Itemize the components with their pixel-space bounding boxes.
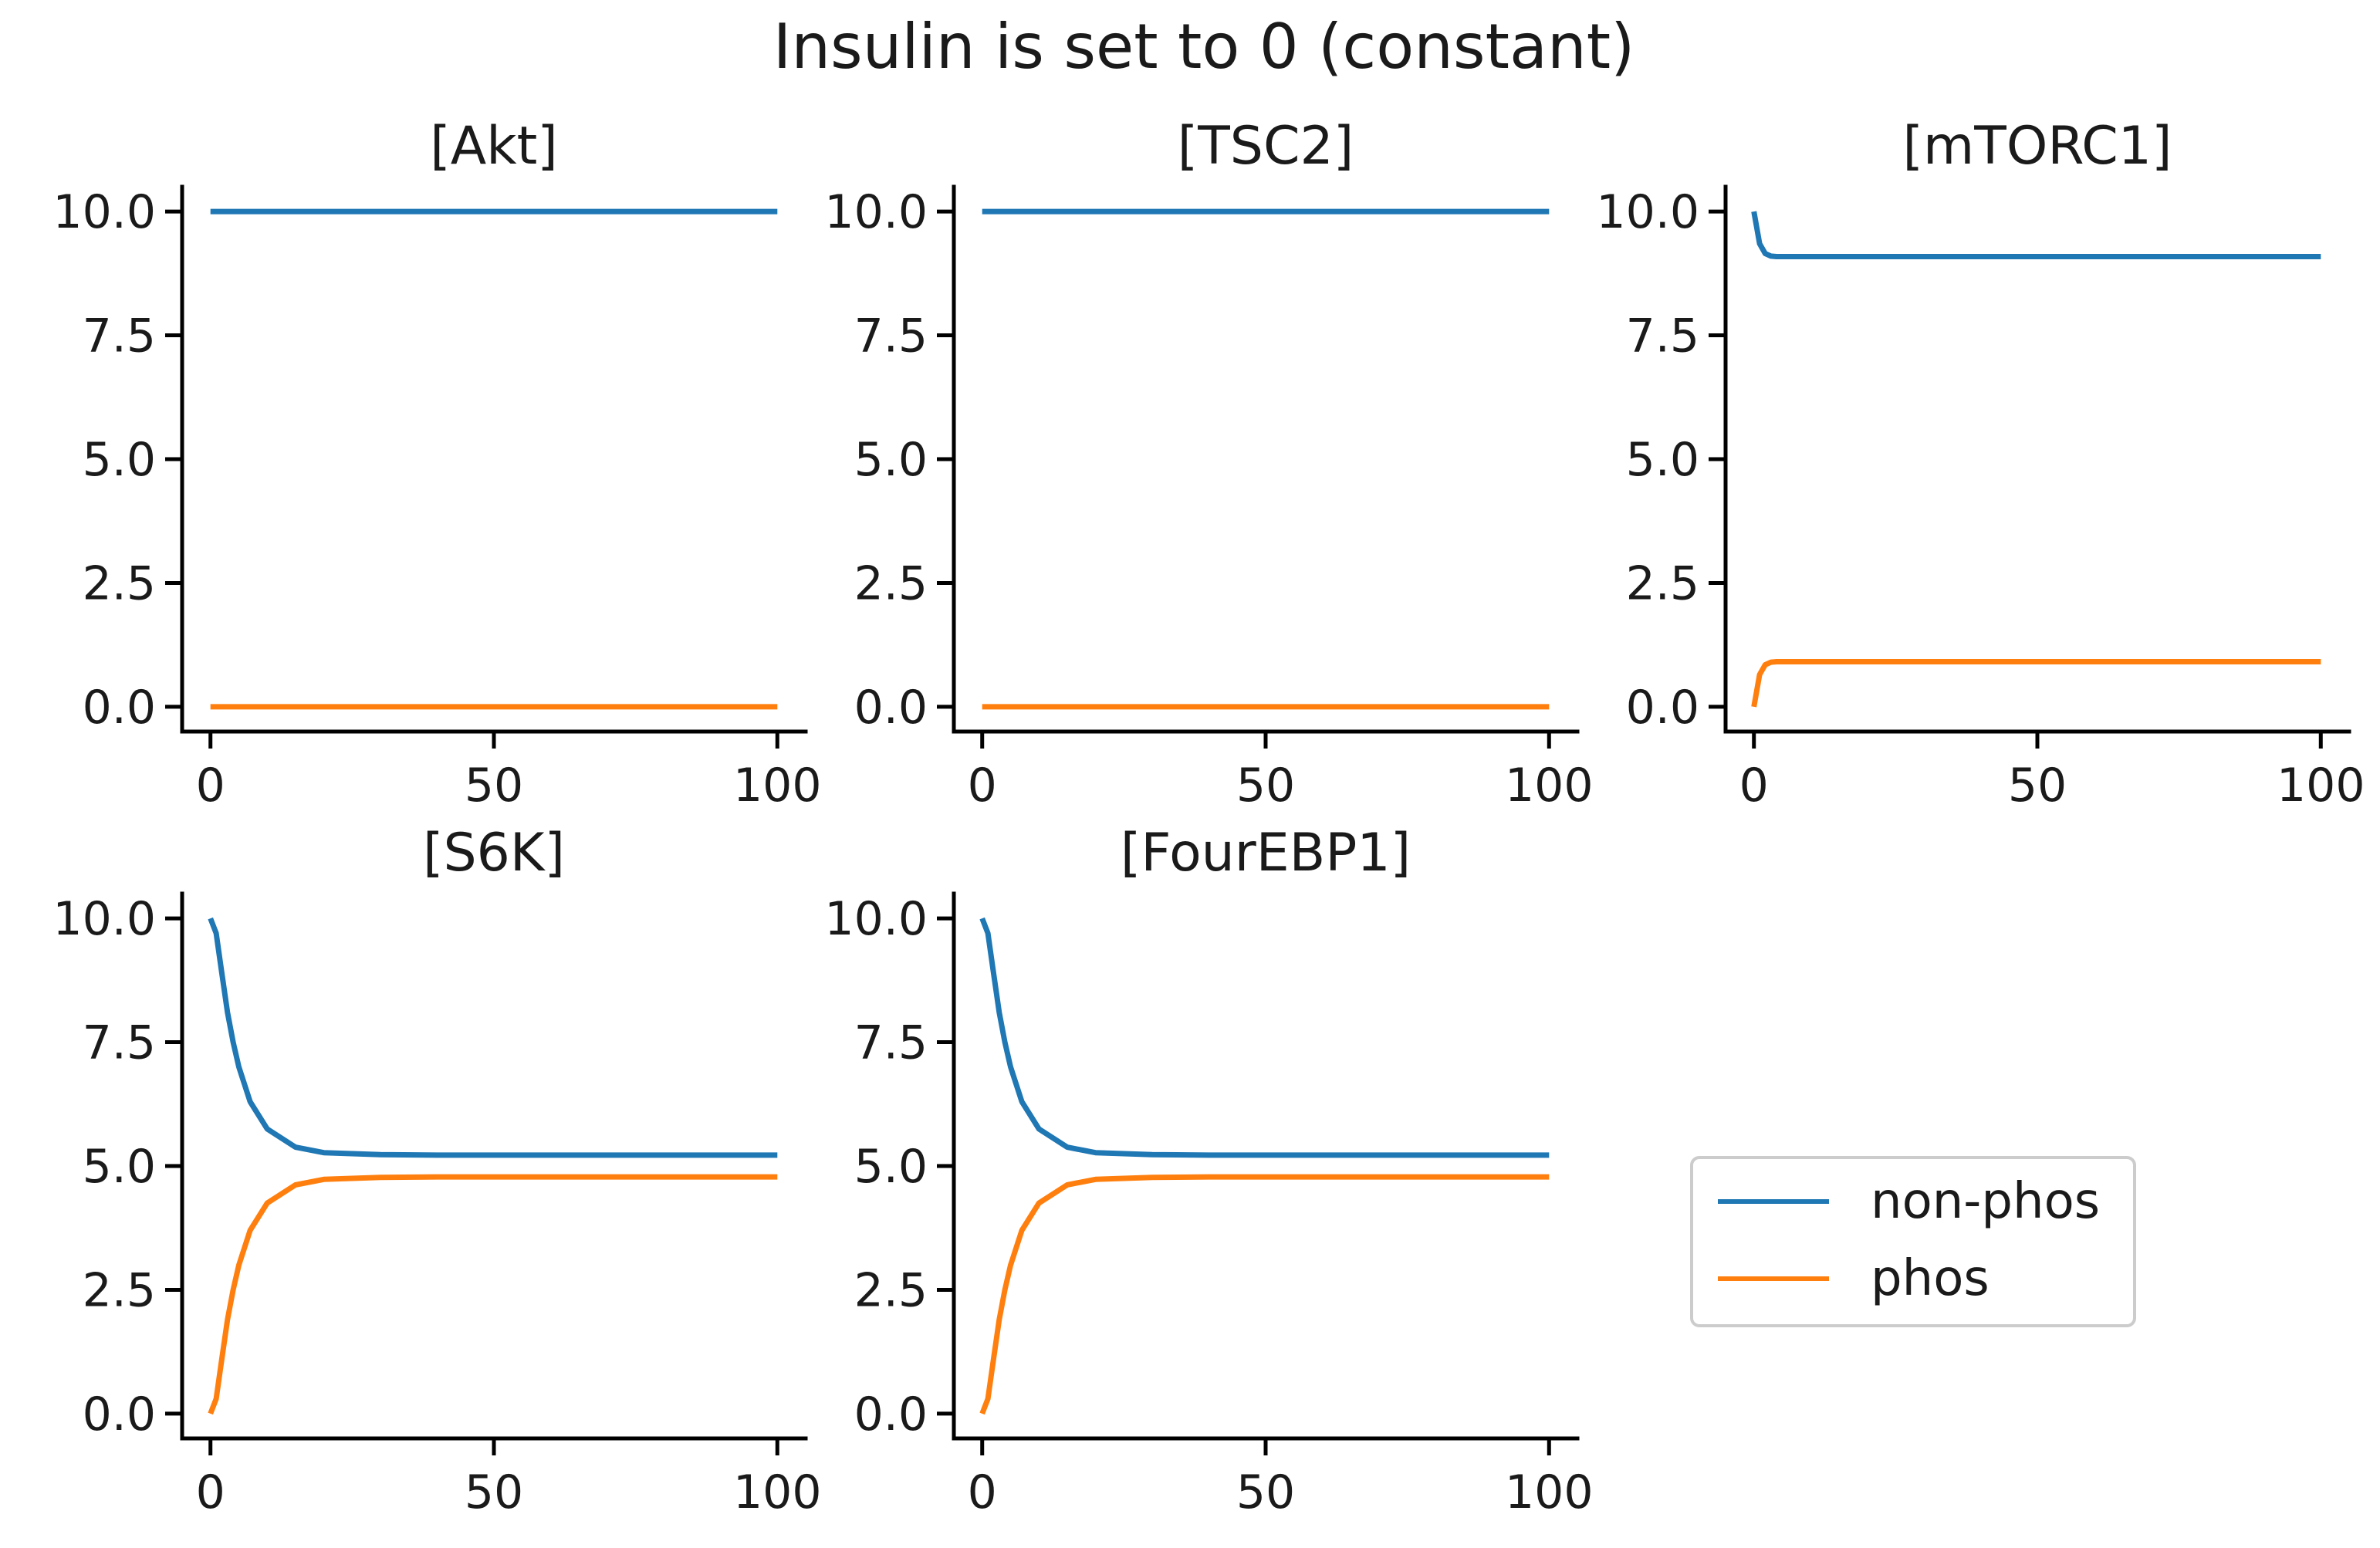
y-tick-label: 7.5 — [1626, 309, 1699, 363]
x-tick-label: 0 — [1739, 759, 1769, 813]
y-tick-label: 5.0 — [83, 433, 156, 487]
x-tick-label: 100 — [733, 1465, 822, 1519]
y-tick-label: 0.0 — [1626, 681, 1699, 735]
subplot-tsc2: [TSC2] 0.0 2.5 5.0 7.5 10.0 0 50 100 — [824, 116, 1593, 813]
y-tick-label: 0.0 — [854, 681, 928, 735]
series-line-phos — [1751, 659, 2321, 708]
subplot-mtorc1: [mTORC1] 0.0 2.5 5.0 7.5 10.0 0 50 100 — [1596, 116, 2365, 813]
x-tick-label: 100 — [733, 759, 822, 813]
x-tick-label: 100 — [1505, 1465, 1594, 1519]
x-tick-label: 50 — [1236, 759, 1295, 813]
subplot-title: [Akt] — [430, 116, 558, 177]
subplot-fourebp1: [FourEBP1] 0.0 2.5 5.0 7.5 10.0 0 50 100 — [824, 823, 1593, 1519]
subplot-s6k: [S6K] 0.0 2.5 5.0 7.5 10.0 0 50 100 — [52, 823, 821, 1519]
y-tick-label: 5.0 — [83, 1140, 156, 1194]
y-tick-label: 2.5 — [83, 556, 156, 610]
subplot-title: [TSC2] — [1178, 116, 1354, 177]
subplot-title: [mTORC1] — [1903, 116, 2172, 177]
y-tick-label: 2.5 — [854, 556, 928, 610]
y-tick-label: 10.0 — [1596, 185, 1699, 239]
y-tick-label: 5.0 — [854, 1140, 928, 1194]
y-tick-label: 10.0 — [824, 892, 928, 946]
subplot-grid: [Akt] 0.0 2.5 5.0 7.5 10.0 0 50 100 [TSC2] 0.0 2.5 5… — [52, 116, 2365, 1519]
x-tick-label: 50 — [1236, 1465, 1295, 1519]
series-line-non-phos — [1751, 211, 2321, 259]
x-tick-label: 0 — [968, 759, 997, 813]
y-tick-label: 7.5 — [83, 1016, 156, 1070]
series-line-phos — [208, 1174, 778, 1415]
y-tick-label: 2.5 — [1626, 556, 1699, 610]
x-tick-label: 100 — [1505, 759, 1594, 813]
y-tick-label: 2.5 — [83, 1263, 156, 1317]
y-tick-label: 0.0 — [83, 681, 156, 735]
y-tick-label: 5.0 — [1626, 433, 1699, 487]
y-tick-label: 7.5 — [83, 309, 156, 363]
subplot-title: [S6K] — [423, 823, 565, 884]
x-tick-label: 0 — [968, 1465, 997, 1519]
y-tick-label: 0.0 — [83, 1387, 156, 1442]
y-tick-label: 10.0 — [52, 185, 156, 239]
x-tick-label: 0 — [196, 759, 225, 813]
x-tick-label: 50 — [465, 1465, 523, 1519]
legend: non-phos phos — [1690, 1156, 2136, 1327]
subplot-title: [FourEBP1] — [1121, 823, 1411, 884]
series-line-non-phos — [979, 917, 1550, 1158]
x-tick-label: 100 — [2277, 759, 2365, 813]
y-tick-label: 10.0 — [52, 892, 156, 946]
x-tick-label: 50 — [2008, 759, 2067, 813]
legend-label-non-phos: non-phos — [1871, 1173, 2100, 1230]
series-line-non-phos — [208, 917, 778, 1158]
figure-title: Insulin is set to 0 (constant) — [773, 11, 1635, 83]
x-tick-label: 0 — [196, 1465, 225, 1519]
y-tick-label: 10.0 — [824, 185, 928, 239]
y-tick-label: 2.5 — [854, 1263, 928, 1317]
legend-label-phos: phos — [1871, 1250, 1990, 1307]
y-tick-label: 7.5 — [854, 1016, 928, 1070]
y-tick-label: 7.5 — [854, 309, 928, 363]
y-tick-label: 5.0 — [854, 433, 928, 487]
subplot-akt: [Akt] 0.0 2.5 5.0 7.5 10.0 0 50 100 — [52, 116, 821, 813]
y-tick-label: 0.0 — [854, 1387, 928, 1442]
series-line-phos — [979, 1174, 1550, 1415]
x-tick-label: 50 — [465, 759, 523, 813]
